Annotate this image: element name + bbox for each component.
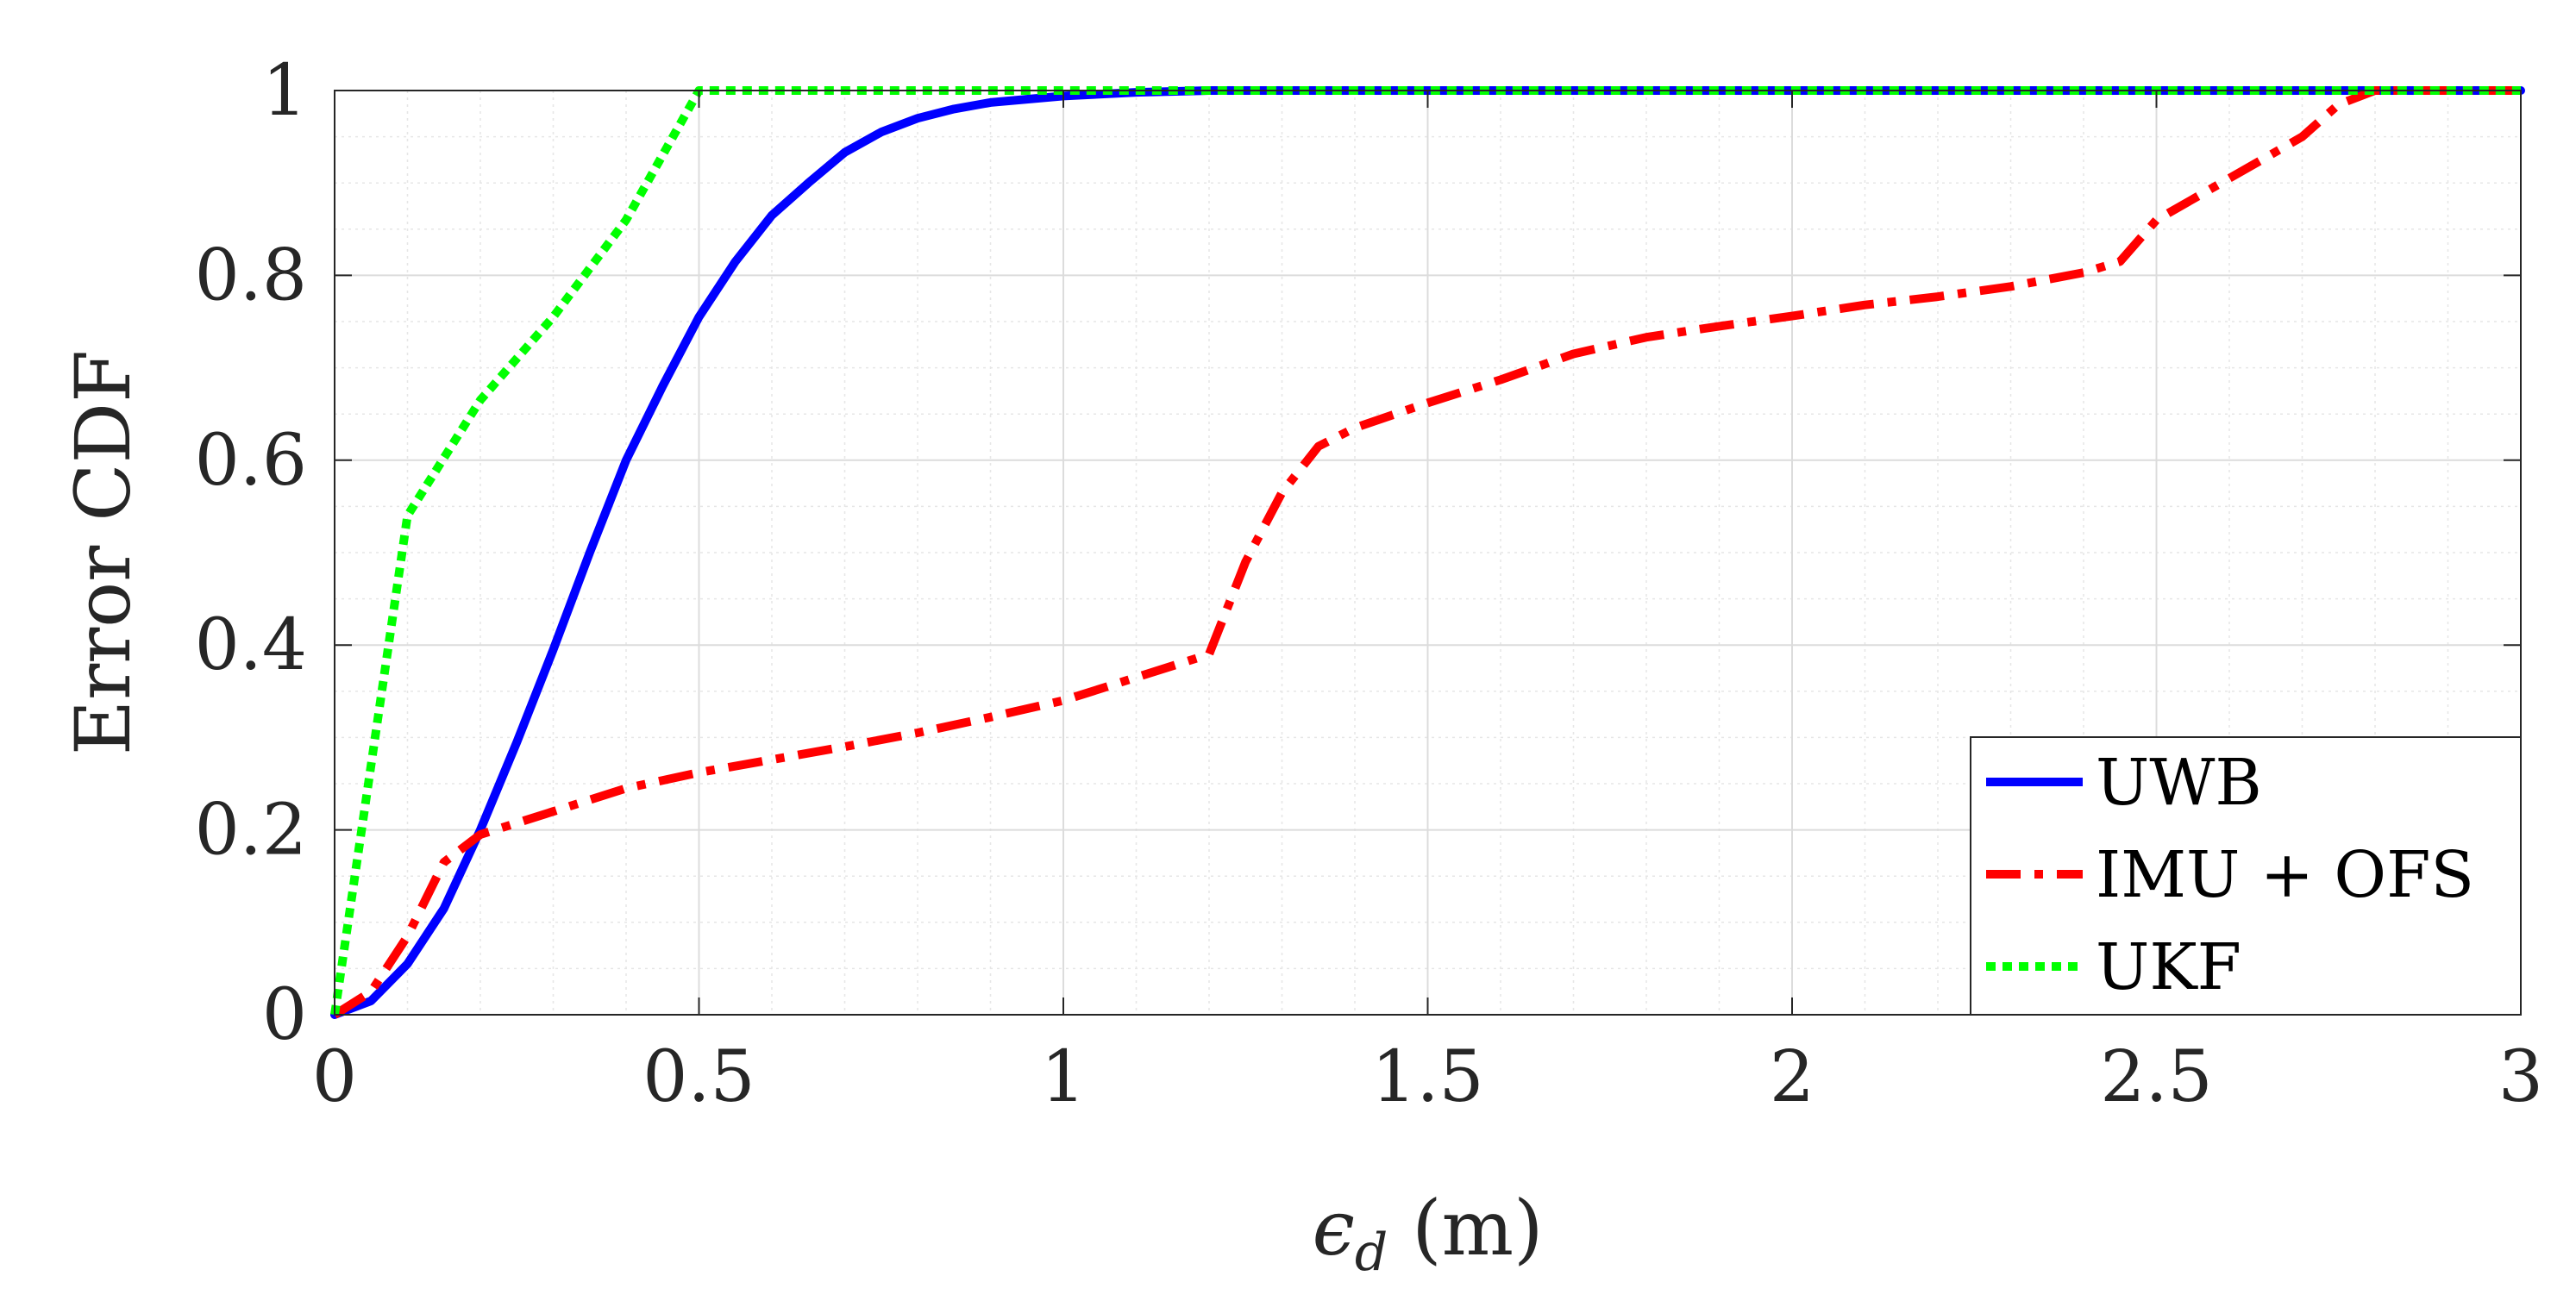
- y-tick-label: 0.8: [195, 235, 307, 316]
- x-tick-label: 3: [2498, 1036, 2543, 1118]
- legend: UWB IMU + OFS UKF: [1971, 737, 2521, 1015]
- x-tick-label: 2: [1770, 1036, 1814, 1118]
- x-tick-label: 0.5: [642, 1036, 755, 1118]
- y-tick-label: 0.2: [195, 790, 307, 872]
- y-tick-label: 1: [262, 50, 307, 132]
- x-tick-label: 1: [1041, 1036, 1086, 1118]
- y-tick-label: 0.4: [195, 604, 307, 686]
- y-tick-label: 0: [262, 974, 307, 1056]
- x-tick-label: 1.5: [1371, 1036, 1483, 1118]
- x-axis-symbol: ϵ: [1313, 1184, 1355, 1273]
- legend-label: UWB: [2096, 746, 2262, 820]
- legend-label: UKF: [2096, 930, 2241, 1004]
- legend-label: IMU + OFS: [2096, 838, 2474, 912]
- error-cdf-chart: 0 0.5 1 1.5 2 2.5 3 0 0.2 0.4 0.6 0.8 1 ϵd (m) Error…: [0, 0, 2576, 1307]
- x-tick-label: 0: [312, 1036, 357, 1118]
- y-tick-label: 0.6: [195, 420, 307, 502]
- x-tick-labels: 0 0.5 1 1.5 2 2.5 3: [312, 1036, 2543, 1118]
- y-axis-label: Error CDF: [59, 350, 147, 755]
- x-axis-unit: (m): [1412, 1184, 1543, 1273]
- x-tick-label: 2.5: [2100, 1036, 2212, 1118]
- x-axis-label: ϵd (m): [1313, 1184, 1544, 1283]
- x-axis-subscript: d: [1355, 1223, 1388, 1283]
